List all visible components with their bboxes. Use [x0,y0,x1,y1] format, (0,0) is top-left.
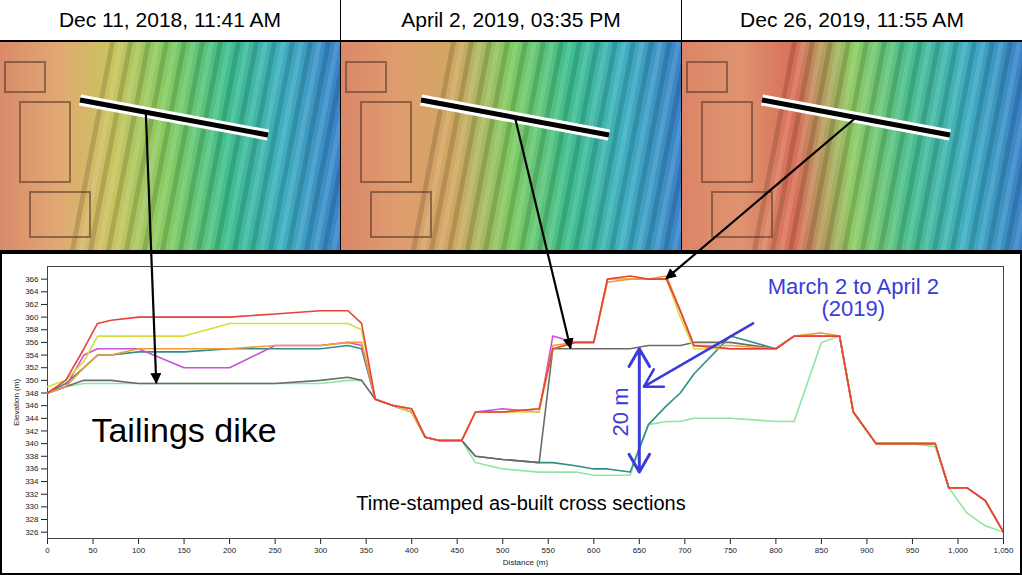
svg-text:Distance (m): Distance (m) [503,558,549,567]
svg-text:338: 338 [25,452,39,461]
svg-text:750: 750 [724,546,738,555]
svg-text:450: 450 [451,546,465,555]
svg-text:336: 336 [25,464,39,473]
svg-text:500: 500 [496,546,510,555]
svg-text:1,000: 1,000 [948,546,969,555]
svg-text:600: 600 [587,546,601,555]
svg-text:Elevation (m): Elevation (m) [12,379,21,426]
svg-text:366: 366 [25,275,39,284]
svg-text:250: 250 [268,546,282,555]
svg-text:334: 334 [25,477,39,486]
svg-text:1,050: 1,050 [993,546,1014,555]
svg-text:950: 950 [906,546,920,555]
svg-text:650: 650 [633,546,647,555]
svg-text:50: 50 [89,546,98,555]
svg-text:342: 342 [25,427,39,436]
svg-text:150: 150 [177,546,191,555]
svg-text:350: 350 [359,546,373,555]
svg-text:360: 360 [25,313,39,322]
svg-text:354: 354 [25,351,39,360]
svg-text:326: 326 [25,528,39,537]
svg-text:20 m: 20 m [608,388,633,437]
svg-text:200: 200 [223,546,237,555]
svg-text:Tailings dike: Tailings dike [91,411,276,449]
svg-text:348: 348 [25,389,39,398]
html-text:Dec 26, 2019, 11:55 AM: Dec 26, 2019, 11:55 AM [740,8,964,31]
svg-text:358: 358 [25,325,39,334]
svg-text:900: 900 [860,546,874,555]
svg-text:700: 700 [678,546,692,555]
svg-text:346: 346 [25,401,39,410]
svg-text:800: 800 [769,546,783,555]
svg-text:550: 550 [542,546,556,555]
html-text:Dec 11, 2018, 11:41 AM: Dec 11, 2018, 11:41 AM [58,8,282,31]
svg-text:Time-stamped as-built cross se: Time-stamped as-built cross sections [356,492,685,514]
svg-text:332: 332 [25,490,39,499]
svg-text:350: 350 [25,376,39,385]
svg-text:364: 364 [25,287,39,296]
svg-text:March 2 to April 2(2019): March 2 to April 2(2019) [768,274,939,321]
svg-text:344: 344 [25,414,39,423]
svg-text:300: 300 [314,546,328,555]
svg-text:328: 328 [25,515,39,524]
svg-text:352: 352 [25,363,39,372]
svg-text:0: 0 [45,546,50,555]
svg-text:400: 400 [405,546,419,555]
svg-text:356: 356 [25,338,39,347]
svg-text:330: 330 [25,502,39,511]
svg-text:362: 362 [25,300,39,309]
svg-text:340: 340 [25,439,39,448]
svg-text:850: 850 [815,546,829,555]
svg-text:100: 100 [132,546,146,555]
html-text:April 2, 2019, 03:35 PM: April 2, 2019, 03:35 PM [401,8,621,31]
